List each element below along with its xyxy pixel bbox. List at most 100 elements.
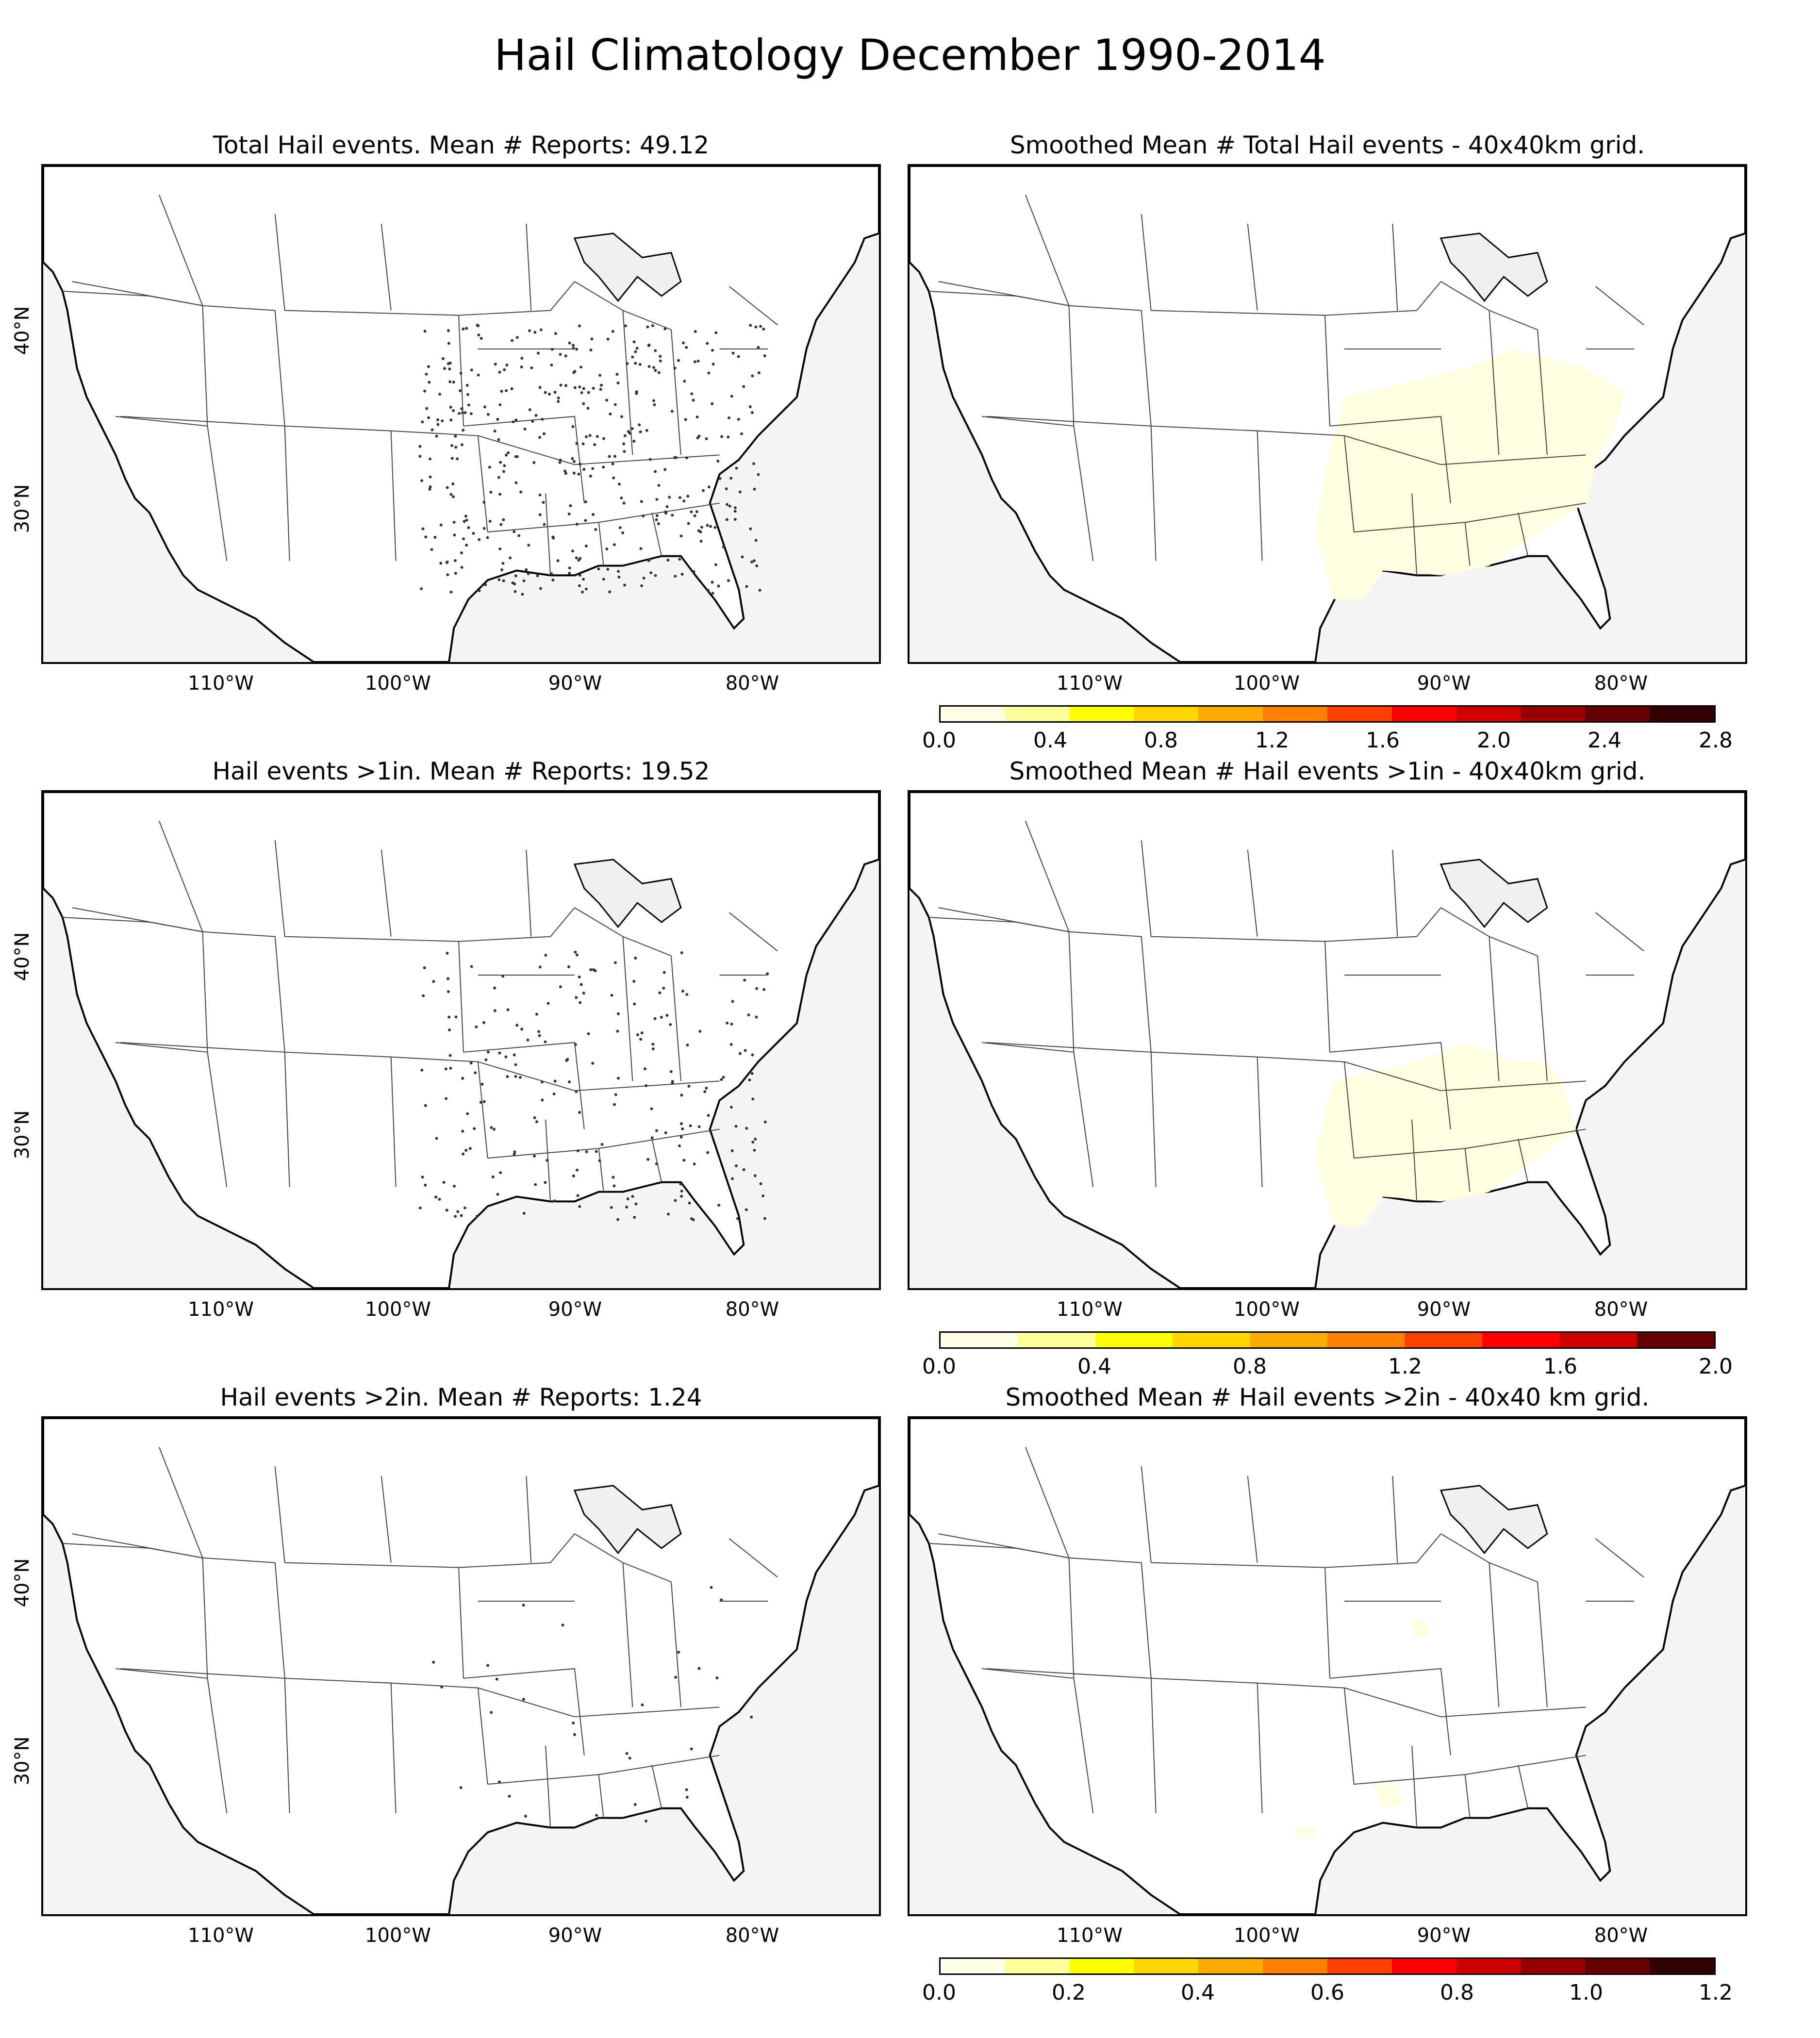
state-border [381,223,392,311]
hail-report-dot [522,579,526,582]
hail-report-dot [423,966,426,969]
colorbar-tick: 0.0 [922,1354,956,1379]
hail-report-dot [528,329,531,332]
hail-report-dot [682,499,686,503]
hail-report-dot [452,520,456,524]
hail-report-dot [460,551,463,555]
hail-report-dot [654,574,657,577]
hail-report-dot [427,365,430,368]
hail-report-dot [632,340,636,344]
state-border [622,936,633,1081]
hail-report-dot [642,514,645,518]
hail-report-dot [539,328,543,331]
hail-report-dot [707,485,711,489]
state-border [458,281,575,316]
state-border [1141,1466,1152,1563]
state-border [651,513,662,556]
hail-report-dot [520,1027,524,1031]
map-svg [43,166,879,662]
hail-report-dot [748,1078,751,1082]
hail-report-dot [623,450,626,453]
hail-report-dot [750,1072,754,1075]
hail-report-dot [592,387,595,390]
state-border [1141,214,1152,311]
hail-report-dot [686,495,690,498]
hail-report-dot [421,1176,424,1179]
hail-report-dot [706,524,709,527]
state-border [1324,907,1441,942]
hail-report-dot [730,1022,733,1026]
great-lakes [573,232,682,302]
state-border [1595,286,1644,326]
hail-report-dot [745,585,748,588]
hail-report-dot [578,324,581,328]
smoothed-density-area [1296,1827,1316,1838]
hail-report-dot [576,1194,579,1197]
state-border [1537,1582,1548,1707]
state-border [274,1466,285,1563]
state-border [728,912,778,952]
state-border [1518,513,1529,556]
hail-report-dot [616,381,620,385]
state-border [1151,1051,1263,1187]
hail-report-dot [586,407,590,410]
hail-report-dot [551,579,555,582]
state-border [1069,931,1152,1052]
hail-report-dot [660,1015,663,1019]
hail-report-dot [498,1051,501,1055]
hail-report-dot [521,593,524,596]
hail-report-dot [477,333,480,337]
hail-report-dot [617,482,621,486]
state-border [1595,912,1644,952]
hail-report-dot [659,355,662,358]
hail-report-dot [690,1747,693,1751]
state-border [1344,1687,1441,1718]
hail-report-dot [613,403,617,406]
hail-report-dot [678,558,681,561]
hail-report-dot [541,1098,544,1102]
hail-report-dot [508,1794,511,1798]
hail-report-dot [621,531,625,534]
hail-report-dot [461,443,463,447]
hail-report-dot [445,1209,448,1212]
hail-report-dot [466,1112,469,1115]
hail-report-dot [673,366,677,370]
hail-report-dot [432,980,435,983]
hail-report-dot [477,373,480,377]
colorbar-tick: 0.0 [922,728,956,753]
hail-report-dot [449,590,453,594]
hail-report-dot [467,403,470,407]
hail-report-dot [591,467,595,470]
state-border [928,1542,1069,1558]
panel-title-smoothed-total: Smoothed Mean # Total Hail events - 40x4… [1009,131,1645,159]
great-lakes [1439,859,1548,928]
hail-report-dot [535,1120,538,1124]
map-2in-reports [41,1416,881,1916]
hail-report-dot [628,1756,631,1760]
land-mass [43,166,879,662]
lon-label-100w: 100°W [1234,1924,1300,1947]
state-border [622,1562,633,1707]
hail-report-dot [480,1082,484,1086]
hail-report-dot [559,985,562,989]
hail-report-dot [438,393,442,396]
hail-report-dot [573,386,577,389]
hail-report-dot [559,383,563,387]
hail-report-dot [486,413,490,416]
hail-report-dot [479,1101,482,1104]
land-mass [910,1418,1745,1914]
lat-label-40n: 40°N [11,1558,33,1607]
hail-report-dot [422,994,425,997]
state-border [1464,522,1471,566]
hail-report-dot [632,979,636,983]
state-border [1069,305,1152,426]
hail-report-dot [674,1675,678,1679]
hail-report-dot [731,1177,734,1180]
great-lakes [1439,1485,1548,1555]
hail-report-dot [581,442,585,446]
hail-report-dot [733,510,737,513]
hail-report-dot [751,1097,755,1101]
hail-report-dot [615,373,619,376]
hail-report-dot [514,1063,517,1066]
hail-report-dot [537,1030,541,1033]
